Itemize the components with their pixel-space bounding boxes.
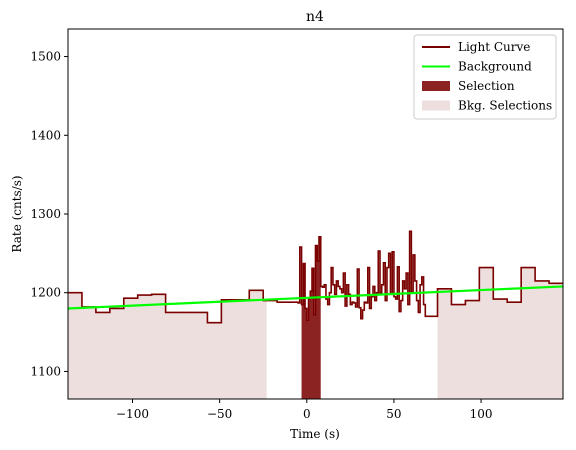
legend-label-1: Light Curve xyxy=(458,40,530,54)
y-tick-label: 1100 xyxy=(30,364,61,378)
x-tick-label: −100 xyxy=(116,407,149,421)
legend-label-3: Selection xyxy=(458,79,515,93)
legend-box xyxy=(413,34,557,120)
legend-label-2: Background xyxy=(458,60,532,74)
x-tick-label: 100 xyxy=(470,407,493,421)
y-axis-label: Rate (cnts/s) xyxy=(10,175,24,252)
legend-swatch-4 xyxy=(422,100,450,111)
legend-swatch-3 xyxy=(422,81,450,91)
y-tick-label: 1400 xyxy=(30,128,61,142)
x-tick-label: −50 xyxy=(207,407,232,421)
y-tick-label: 1500 xyxy=(30,50,61,64)
y-tick-label: 1200 xyxy=(30,286,61,300)
bkg-selection-region-2 xyxy=(437,267,563,399)
background-line xyxy=(67,285,564,310)
legend-label-4: Bkg. Selections xyxy=(458,99,552,113)
light-curve-line xyxy=(68,230,563,324)
plot-area: −100 −50 0 50 100 1100 1200 1300 1400 1500 xyxy=(30,28,564,421)
y-tick-label: 1300 xyxy=(30,207,61,221)
x-tick-label: 0 xyxy=(303,407,311,421)
x-axis-label: Time (s) xyxy=(290,427,340,441)
bkg-selection-region-1 xyxy=(68,290,267,399)
legend: Light Curve Background Selection Bkg. Selec… xyxy=(413,34,557,120)
chart-title: n4 xyxy=(306,9,324,25)
x-tick-label: 50 xyxy=(386,407,401,421)
